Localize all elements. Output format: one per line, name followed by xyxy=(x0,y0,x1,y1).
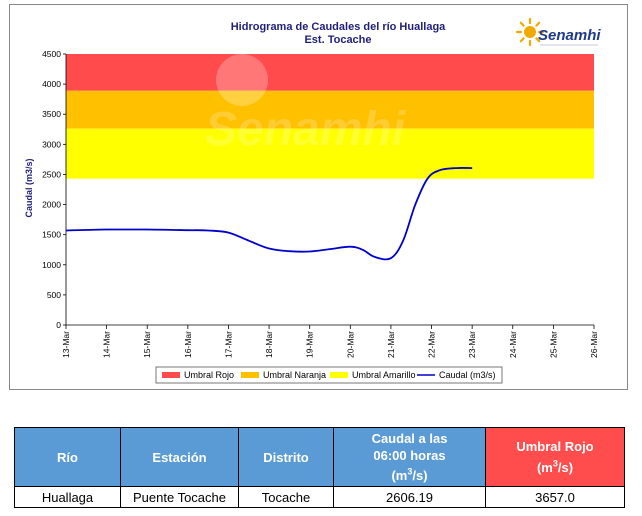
cell-umbral: 3657.0 xyxy=(485,486,625,508)
station-table: Río Estación Distrito Caudal a las 06:00… xyxy=(14,427,625,508)
legend-swatch-orange xyxy=(241,372,259,378)
y-tick-label: 500 xyxy=(47,290,61,300)
senamhi-watermark: Senamhi xyxy=(205,54,407,156)
header-estacion: Estación xyxy=(120,427,239,487)
legend-swatch-red xyxy=(162,372,180,378)
threshold-band-1 xyxy=(66,90,594,129)
x-tick-label: 19-Mar xyxy=(305,331,315,358)
threshold-band-2 xyxy=(66,128,594,179)
y-tick-label: 4000 xyxy=(42,79,61,89)
x-tick-label: 25-Mar xyxy=(548,331,558,358)
y-tick-label: 1000 xyxy=(42,260,61,270)
header-umbral-unit: (m3/s) xyxy=(536,458,574,475)
legend-label-orange: Umbral Naranja xyxy=(263,370,326,380)
y-tick-label: 4500 xyxy=(42,49,61,59)
axes xyxy=(63,53,595,329)
header-rio: Río xyxy=(14,427,121,487)
x-tick-label: 23-Mar xyxy=(467,331,477,358)
chart-title: Hidrograma de Caudales del río Huallaga xyxy=(231,21,446,33)
y-tick-label: 0 xyxy=(56,320,61,330)
cell-estacion: Puente Tocache xyxy=(120,486,239,508)
cell-caudal: 2606.19 xyxy=(333,486,486,508)
legend-label-red: Umbral Rojo xyxy=(184,370,234,380)
x-tick-label: 22-Mar xyxy=(427,331,437,358)
x-tick-label: 13-Mar xyxy=(61,331,71,358)
x-tick-label: 21-Mar xyxy=(386,331,396,358)
cell-distrito: Tocache xyxy=(238,486,334,508)
threshold-bands xyxy=(66,54,594,179)
threshold-band-0 xyxy=(66,54,594,91)
x-tick-label: 18-Mar xyxy=(264,331,274,358)
header-caudal-line2: 06:00 horas xyxy=(373,447,446,463)
x-tick-label: 14-Mar xyxy=(102,331,112,358)
x-tick-label: 15-Mar xyxy=(142,331,152,358)
y-tick-label: 3500 xyxy=(42,109,61,119)
x-tick-label: 16-Mar xyxy=(183,331,193,358)
header-distrito: Distrito xyxy=(238,427,334,487)
senamhi-logo: Senamhi xyxy=(515,17,601,47)
chart-subtitle: Est. Tocache xyxy=(304,34,371,46)
y-tick-label: 2500 xyxy=(42,169,61,179)
logo-text: Senamhi xyxy=(538,27,601,44)
cell-rio: Huallaga xyxy=(14,486,121,508)
table-row: Huallaga Puente Tocache Tocache 2606.19 … xyxy=(14,486,625,508)
y-axis-label: Caudal (m3/s) xyxy=(24,158,34,217)
x-tick-label: 17-Mar xyxy=(223,331,233,358)
y-tick-label: 2000 xyxy=(42,200,61,210)
watermark-text: Senamhi xyxy=(205,103,407,156)
y-tick-labels: 0 500 1000 1500 2000 2500 3000 3500 4000 4500 xyxy=(42,49,61,330)
header-umbral-line1: Umbral Rojo xyxy=(516,439,594,455)
x-tick-label: 26-Mar xyxy=(589,331,599,358)
series-lines xyxy=(65,167,473,261)
y-tick-label: 1500 xyxy=(42,230,61,240)
legend: Umbral Rojo Umbral Naranja Umbral Amaril… xyxy=(155,366,503,384)
header-umbral-rojo: Umbral Rojo (m3/s) xyxy=(485,427,625,487)
sun-icon xyxy=(515,17,545,47)
legend-label-caudal: Caudal (m3/s) xyxy=(439,370,496,380)
x-tick-label: 20-Mar xyxy=(345,331,355,358)
series-line-caudal xyxy=(65,167,473,261)
header-caudal-line1: Caudal a las xyxy=(371,430,448,446)
table-header-row: Río Estación Distrito Caudal a las 06:00… xyxy=(14,427,625,487)
header-caudal: Caudal a las 06:00 horas (m3/s) xyxy=(333,427,486,487)
x-tick-labels: 13-Mar 14-Mar 15-Mar 16-Mar 17-Mar 18-Mar 19-M… xyxy=(61,331,599,358)
header-caudal-unit: (m3/s) xyxy=(391,466,428,484)
hydrograph-chart: Senamhi 0 500 1000 1500 2000 2500 3000 3500 4000… xyxy=(24,17,601,384)
chart-frame: Senamhi 0 500 1000 1500 2000 2500 3000 3500 4000… xyxy=(9,4,628,390)
legend-label-yellow: Umbral Amarillo xyxy=(352,370,416,380)
y-tick-label: 3000 xyxy=(42,139,61,149)
legend-swatch-yellow xyxy=(330,372,348,378)
x-tick-label: 24-Mar xyxy=(508,331,518,358)
